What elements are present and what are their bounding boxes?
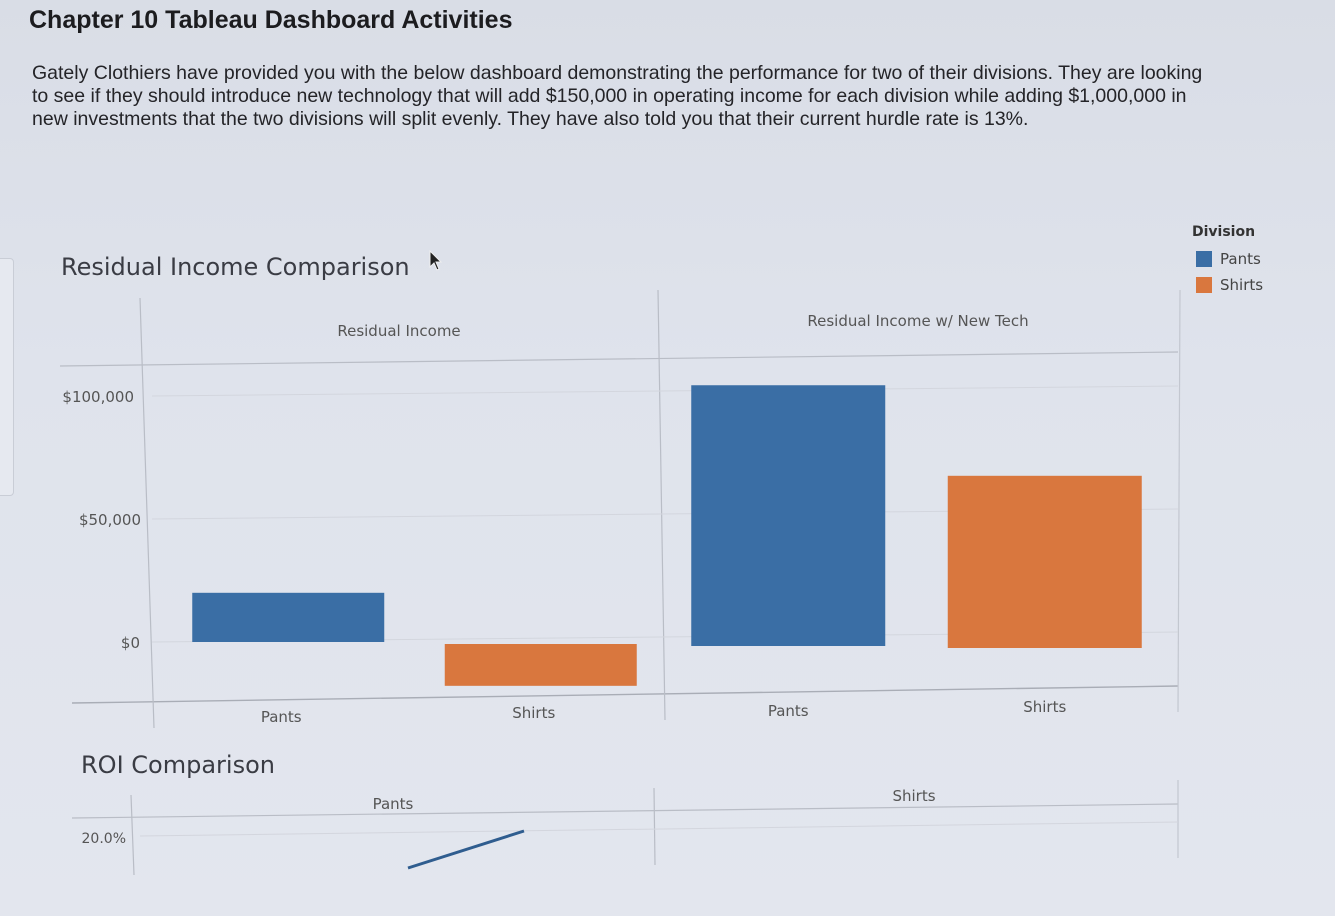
left-panel-edge: [0, 258, 14, 496]
legend-swatch-shirts: [1196, 277, 1212, 293]
legend-title: Division: [1192, 224, 1256, 240]
roi-panel-divider-line: [653, 787, 656, 866]
x-tick-label-shirts: Shirts: [1023, 698, 1066, 716]
x-axis-line: [71, 685, 1179, 704]
division-legend: Division Pants Shirts: [1192, 224, 1263, 298]
panel-header-2: Residual Income w/ New Tech: [807, 312, 1028, 330]
right-border-line: [1177, 289, 1181, 713]
bar-shirts-residual-income: [444, 644, 637, 686]
roi-y-tick-label: 20.0%: [82, 831, 126, 847]
roi-line-pants: [407, 829, 525, 870]
panel-divider-line: [657, 289, 666, 721]
legend-label-shirts: Shirts: [1220, 276, 1264, 294]
gridline: [151, 385, 1179, 397]
residual-income-chart-title: Residual Income Comparison: [61, 253, 410, 281]
roi-panel-header-pants: Pants: [373, 795, 414, 813]
x-tick-label-shirts: Shirts: [512, 704, 555, 722]
bar-pants-residual-income: [192, 592, 385, 642]
bar-shirts-new-tech: [947, 475, 1142, 648]
mouse-cursor-icon: [428, 249, 444, 277]
y-axis-line: [139, 297, 155, 729]
roi-panel-header-shirts: Shirts: [892, 787, 935, 805]
legend-item-shirts[interactable]: Shirts: [1192, 272, 1263, 298]
legend-label-pants: Pants: [1220, 250, 1261, 268]
panel-header-1: Residual Income: [337, 322, 460, 340]
y-tick-label: $100,000: [62, 388, 134, 406]
roi-y-axis-line: [130, 794, 135, 876]
x-tick-label-pants: Pants: [261, 708, 302, 726]
x-tick-label-pants: Pants: [768, 702, 809, 720]
roi-chart-title: ROI Comparison: [81, 751, 275, 779]
bar-pants-new-tech: [691, 385, 886, 646]
page-title: Chapter 10 Tableau Dashboard Activities: [29, 6, 513, 34]
roi-gridline: [139, 821, 1179, 837]
legend-item-pants[interactable]: Pants: [1192, 246, 1263, 272]
legend-swatch-pants: [1196, 251, 1212, 267]
y-tick-label: $50,000: [79, 511, 141, 529]
intro-paragraph: Gately Clothiers have provided you with …: [32, 62, 1203, 130]
header-divider-line: [59, 351, 1179, 367]
y-tick-label: $0: [121, 634, 140, 652]
roi-header-divider-line: [71, 803, 1179, 819]
